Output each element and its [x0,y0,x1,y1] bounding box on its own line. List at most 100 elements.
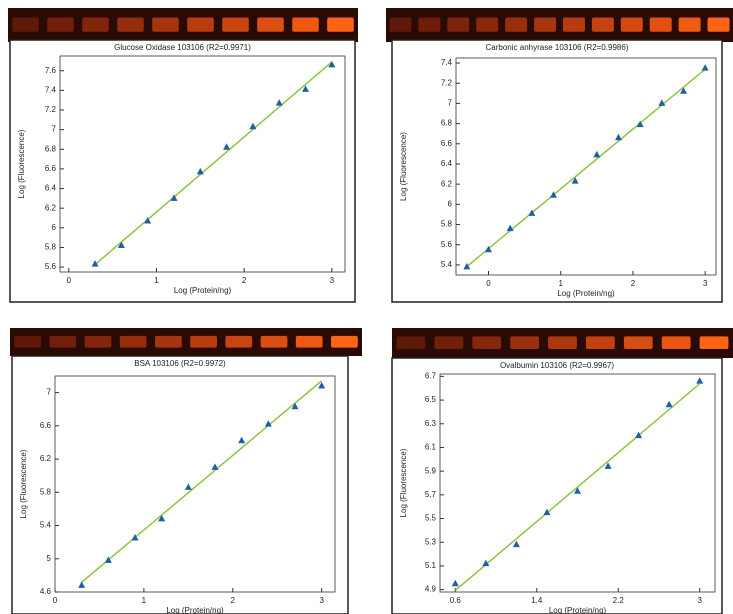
gel-band [586,336,615,349]
gel-band [700,336,729,349]
gel-band [261,336,288,348]
gel-band [190,336,217,348]
y-tick-label: 5.6 [441,240,453,249]
panel-frame [10,40,355,302]
x-axis-label: Log (Protein/ng) [174,286,232,295]
y-axis-label: Log (Fluorescence) [19,449,28,518]
y-tick-label: 5.7 [425,490,437,499]
y-tick-label: 6.6 [441,139,453,148]
y-tick-label: 5.8 [40,487,52,496]
gel-band [624,336,653,349]
y-axis-label: Log (Fluorescence) [17,129,26,198]
x-tick-label: 3 [330,276,335,285]
y-tick-label: 5.9 [425,466,437,475]
y-tick-label: 6.6 [40,421,52,430]
x-tick-label: 1.4 [531,596,543,605]
x-tick-label: 2.2 [613,596,625,605]
gel-band [49,336,76,348]
gel-band [548,336,577,349]
gel-band [510,336,539,349]
gel-band [505,18,527,32]
y-tick-label: 5 [47,554,52,563]
gel-band [327,18,354,32]
gel-band [679,18,701,32]
x-tick-label: 0 [53,596,58,605]
gel-band [12,18,39,32]
y-tick-label: 7 [47,388,52,397]
y-tick-label: 5.8 [441,220,453,229]
gel-band [662,336,691,349]
gel-band [389,18,411,32]
x-axis-label: Log (Protein/ng) [557,289,615,298]
gel-band [563,18,585,32]
y-tick-label: 7.4 [45,85,57,94]
x-tick-label: 2 [231,596,236,605]
gel-band [85,336,112,348]
y-tick-label: 5.3 [425,537,437,546]
y-tick-label: 6.4 [45,184,57,193]
y-tick-label: 7 [52,125,57,134]
x-tick-label: 3 [703,279,708,288]
y-tick-label: 5.5 [425,514,437,523]
gel-band [187,18,214,32]
gel-band [14,336,41,348]
x-tick-label: 1 [154,276,159,285]
gel-band [397,336,426,349]
gel-band [292,18,319,32]
gel-band [447,18,469,32]
y-tick-label: 6.7 [425,371,437,380]
y-tick-label: 7.2 [45,105,57,114]
gel-band [708,18,730,32]
x-tick-label: 3 [319,596,324,605]
figure: Glucose Oxidase 103106 (R2=0.9971) 0 1 2 3 5.… [0,0,733,614]
x-tick-label: 1 [558,279,563,288]
y-tick-label: 5.4 [441,260,453,269]
y-tick-label: 4.9 [425,585,437,594]
gel-band [331,336,358,348]
x-tick-label: 2 [242,276,247,285]
gel-band [222,18,249,32]
y-tick-label: 6.1 [425,443,437,452]
gel-band [155,336,182,348]
y-tick-label: 6.3 [425,419,437,428]
gel-band [120,336,147,348]
x-tick-label: 2 [631,279,636,288]
x-tick-label: 0 [67,276,72,285]
x-axis-label: Log (Protein/ng) [166,606,224,614]
y-tick-label: 7 [448,99,453,108]
y-tick-label: 6.2 [40,454,52,463]
x-axis-label: Log (Protein/ng) [549,606,607,614]
y-tick-label: 5.6 [45,262,57,271]
gel-band [225,336,252,348]
x-tick-label: 0.6 [450,596,462,605]
gel-band [476,18,498,32]
y-tick-label: 5.4 [40,521,52,530]
y-axis-label: Log (Fluorescence) [399,132,408,201]
y-tick-label: 5.8 [45,243,57,252]
gel-band [621,18,643,32]
x-tick-label: 1 [142,596,147,605]
gel-band [117,18,144,32]
y-tick-label: 6.6 [45,164,57,173]
x-tick-label: 0 [486,279,491,288]
y-tick-label: 6.5 [425,395,437,404]
gel-band [650,18,672,32]
x-tick-label: 3 [697,596,702,605]
panel-frame [12,356,348,614]
gel-band [152,18,179,32]
y-tick-label: 6.4 [441,159,453,168]
y-axis-label: Log (Fluorescence) [399,448,408,517]
y-tick-label: 5.1 [425,561,437,570]
y-tick-label: 7.2 [441,78,453,87]
gel-band [434,336,463,349]
chart-title: Carbonic anhyrase 103106 (R2=0.9986) [486,43,629,52]
gel-band [592,18,614,32]
panel-frame [392,358,722,614]
y-tick-label: 7.4 [441,58,453,67]
y-tick-label: 7.6 [45,66,57,75]
chart-title: Glucose Oxidase 103106 (R2=0.9971) [114,43,251,52]
gel-band [82,18,109,32]
gel-band [472,336,501,349]
chart-title: BSA 103106 (R2=0.9972) [134,359,226,368]
gel-band [534,18,556,32]
